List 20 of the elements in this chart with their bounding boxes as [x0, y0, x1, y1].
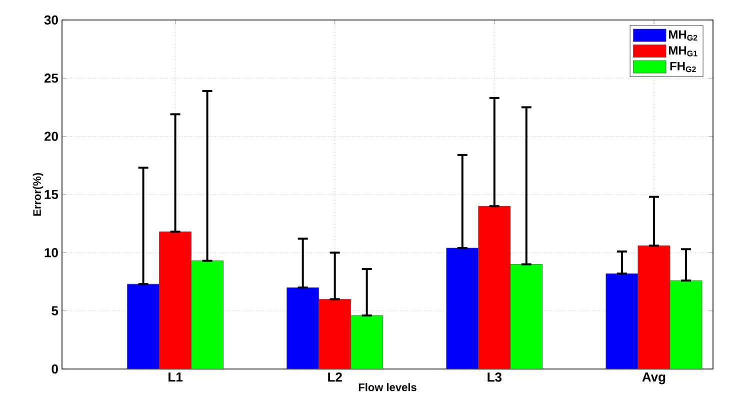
legend-label: FH$_{G2}$ — [670, 62, 696, 72]
bar — [286, 287, 320, 369]
y-tick-label: 0 — [52, 364, 58, 374]
bar — [446, 248, 479, 369]
x-tick-label: Avg — [642, 372, 666, 384]
bar — [606, 273, 638, 369]
legend-label: MH$_{G2}$ — [669, 30, 698, 41]
x-tick-label: L3 — [488, 372, 502, 382]
y-tick-label: 5 — [52, 306, 58, 316]
y-tick-label: 10 — [44, 248, 58, 258]
y-tick-label: 15 — [44, 190, 58, 200]
legend-label: MH$_{G1}$ — [669, 46, 698, 56]
bar — [127, 284, 160, 369]
y-tick-label: 20 — [44, 132, 58, 141]
x-tick-label: L1 — [168, 372, 183, 382]
y-axis-title: Error(%) — [32, 173, 44, 216]
y-tick-label: 30 — [44, 15, 58, 25]
x-axis-title: Flow levels — [358, 383, 416, 392]
y-tick-label: 25 — [44, 74, 58, 83]
x-tick-label: L2 — [328, 372, 342, 382]
